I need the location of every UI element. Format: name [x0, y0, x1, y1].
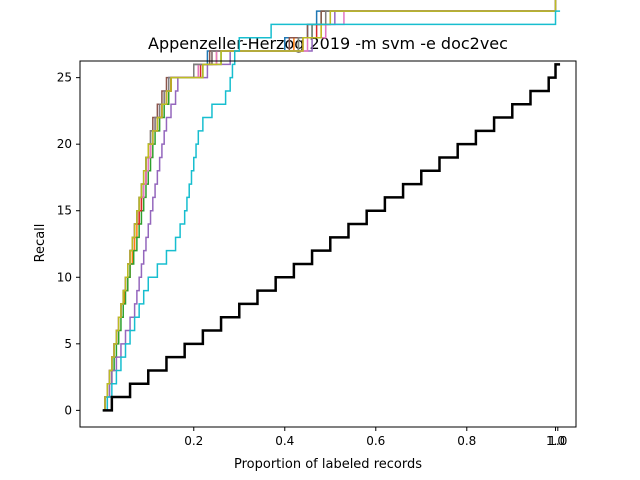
series-layer [102, 0, 561, 412]
chart-title: Appenzeller-Herzog 2019 -m svm -e doc2ve… [148, 34, 508, 53]
x-tick-label: 1.0 [548, 434, 567, 448]
series-line-10 [102, 63, 561, 412]
x-tick-label: 0.8 [457, 434, 476, 448]
y-tick-label: 0 [64, 403, 72, 417]
x-tick-label: 1.0 [546, 434, 565, 448]
y-tick-label: 20 [57, 137, 72, 151]
plot-area [80, 61, 576, 427]
y-tick-label: 15 [57, 204, 72, 218]
x-tick-label: 0.2 [184, 434, 203, 448]
axes-frame [79, 60, 577, 428]
y-tick-label: 25 [57, 71, 72, 85]
y-axis-label: Recall [33, 224, 48, 263]
x-axis-label: Proportion of labeled records [234, 457, 422, 472]
plot-background [80, 61, 576, 427]
y-tick-label: 10 [57, 270, 72, 284]
x-tick-label: 0.4 [275, 434, 294, 448]
series-line-8 [102, 0, 557, 412]
series-line-9 [102, 10, 561, 412]
y-tick-label: 5 [64, 337, 72, 351]
x-tick-label: 0.6 [366, 434, 385, 448]
